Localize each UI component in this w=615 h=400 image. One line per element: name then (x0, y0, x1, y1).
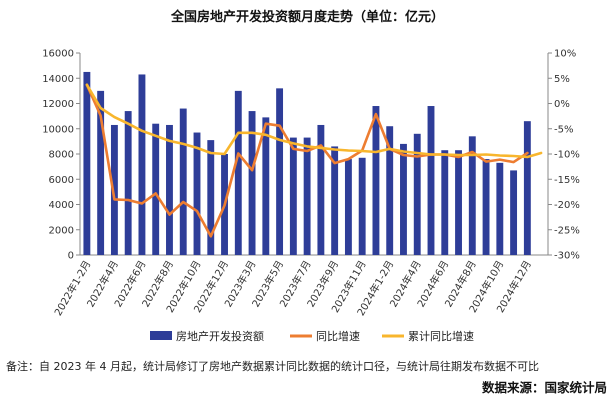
legend-label: 房地产开发投资额 (176, 329, 264, 343)
bar (234, 90, 242, 255)
y-left-tick-label: 8000 (49, 150, 74, 161)
bar (207, 140, 215, 255)
bar (289, 137, 297, 255)
y-left-tick-label: 10000 (42, 124, 74, 135)
bar (386, 126, 394, 255)
y-right-tick-label: 5% (554, 74, 570, 85)
bar (303, 137, 311, 255)
bar (358, 157, 366, 255)
bar (97, 90, 105, 255)
bar (331, 146, 339, 255)
bar (344, 159, 352, 255)
bar (248, 111, 256, 255)
y-right-tick-label: 0% (554, 99, 570, 110)
bar (400, 143, 407, 255)
bar (262, 117, 270, 255)
y-left-tick-label: 12000 (42, 99, 74, 110)
bar (372, 106, 380, 256)
cumulative-yoy-growth-line (85, 83, 543, 159)
bar (523, 121, 531, 255)
bar (193, 132, 201, 255)
bar (317, 124, 325, 256)
bar (276, 88, 284, 255)
bar (166, 124, 173, 256)
bar (455, 150, 462, 255)
y-right-tick-label: -15% (554, 175, 580, 186)
y-right-tick-label: -5% (554, 124, 573, 135)
legend-label: 累计同比增速 (408, 329, 474, 343)
x-tick-label: 2022年1-2月 (51, 258, 93, 318)
bar (510, 170, 518, 255)
legend-swatch-bars (150, 331, 172, 340)
bar (179, 108, 187, 255)
y-right-tick-label: -10% (554, 150, 580, 161)
bar (124, 111, 132, 255)
y-right-tick-label: -25% (554, 225, 580, 236)
bar (482, 159, 490, 255)
y-left-tick-label: 0 (68, 251, 74, 262)
bar (138, 74, 146, 256)
footnote: 备注：自 2023 年 4 月起，统计局修订了房地产数据累计同比数据的统计口径，… (6, 360, 539, 373)
chart-title: 全国房地产开发投资额月度走势（单位：亿元） (170, 10, 444, 25)
bar (468, 136, 476, 255)
bar (496, 162, 504, 255)
bar (83, 71, 91, 255)
bar (152, 123, 160, 255)
y-left-tick-label: 14000 (42, 74, 74, 85)
bar (427, 106, 435, 256)
yoy-growth-line (85, 83, 529, 238)
bar (110, 124, 118, 256)
y-left-tick-label: 4000 (49, 200, 74, 211)
y-left-tick-label: 16000 (42, 49, 74, 60)
y-right-tick-label: 10% (554, 49, 576, 60)
legend-label: 同比增速 (316, 329, 360, 343)
y-left-tick-label: 2000 (49, 225, 74, 236)
bar (413, 133, 421, 255)
y-right-tick-label: -20% (554, 200, 580, 211)
y-left-tick-label: 6000 (49, 175, 74, 186)
y-right-tick-label: -30% (554, 251, 580, 262)
data-source: 数据来源：国家统计局 (481, 380, 607, 395)
bar (441, 150, 449, 255)
